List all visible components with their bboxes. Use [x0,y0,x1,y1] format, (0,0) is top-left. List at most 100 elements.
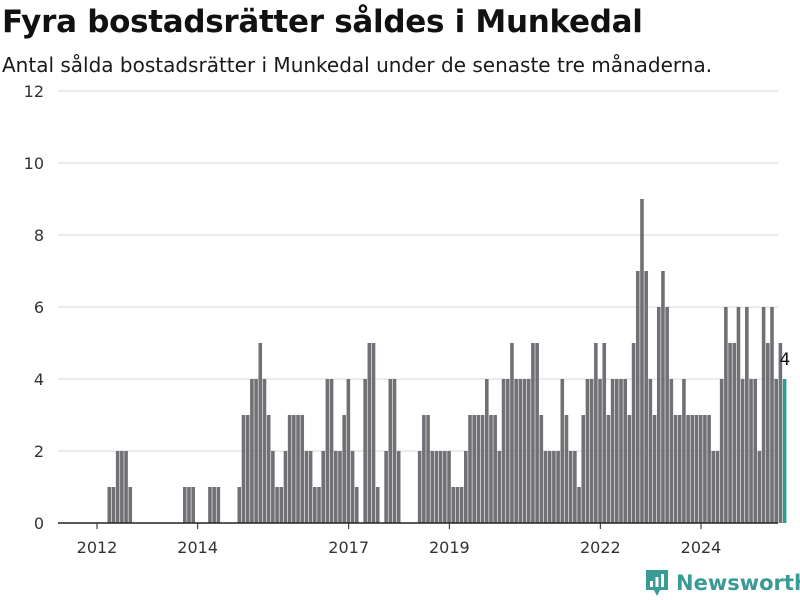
bar [426,415,430,523]
bar [472,415,476,523]
bar [367,343,372,523]
bar [120,451,124,523]
bar [237,487,242,523]
bar [317,487,321,523]
bar [292,415,296,523]
bar [564,415,569,523]
bar [447,451,451,523]
bar [388,379,393,523]
bar [484,379,489,523]
bar [514,379,518,523]
bar [501,379,506,523]
bar [287,415,292,523]
bar [648,379,653,523]
bar [304,451,309,523]
bar [686,415,690,523]
bar [631,343,636,523]
y-axis-ticks: 0 2 4 6 8 10 12 [24,82,44,533]
bar [371,343,376,523]
bar [774,379,778,523]
bar [690,415,695,523]
bar [518,379,523,523]
bar [589,379,594,523]
bar [539,415,544,523]
bar [652,415,657,523]
bar [707,415,711,523]
bar [694,415,699,523]
bar [392,379,397,523]
chart-subtitle: Antal sålda bostadsrätter i Munkedal und… [2,53,713,77]
chart-title: Fyra bostadsrätter såldes i Munkedal [2,4,643,40]
x-tick-label: 2019 [429,538,470,557]
bar [552,451,556,523]
bar [350,451,355,523]
bar [212,487,216,523]
bar [510,343,514,523]
bar [245,415,250,523]
bar [656,307,661,523]
bar [266,415,271,523]
bar [547,451,552,523]
bar [556,451,560,523]
bar [661,271,665,523]
bar [753,379,758,523]
bar [375,487,380,523]
bar [338,451,342,523]
bar [581,415,586,523]
bar [606,415,611,523]
y-tick-label: 6 [34,298,44,317]
bar [640,199,644,523]
bar [736,307,741,523]
bar [615,379,619,523]
y-tick-label: 10 [24,154,44,173]
bar [329,379,334,523]
bar [698,415,703,523]
bar [543,451,548,523]
bar [505,379,510,523]
bar [430,451,435,523]
bar [728,343,732,523]
bar [325,379,330,523]
bar [124,451,128,523]
bar [480,415,485,523]
bar [594,343,598,523]
bar [208,487,212,523]
bar [724,307,728,523]
bar [669,379,674,523]
bar [107,487,112,523]
bar [749,379,753,523]
last-value-label: 4 [779,350,790,370]
x-tick-label: 2024 [681,538,722,557]
bar [766,343,770,523]
bar [476,415,481,523]
x-tick-label: 2012 [77,538,118,557]
bar [682,379,686,523]
bar [497,451,502,523]
bar [703,415,707,523]
bar [732,343,737,523]
bar [187,487,191,523]
bar [333,451,338,523]
bar [258,343,263,523]
bar [300,415,305,523]
annotations: 4 [779,350,790,370]
bar [459,487,464,523]
bar [111,487,116,523]
y-tick-label: 8 [34,226,44,245]
bar [342,415,346,523]
x-axis-ticks: 2012 2014 2017 2019 2022 2024 [77,523,722,557]
bar [296,415,300,523]
bar [115,451,120,523]
bar [711,451,716,523]
bar [635,271,640,523]
bar [346,379,351,523]
bar [526,379,531,523]
bar [623,379,627,523]
bar [757,451,762,523]
bar [321,451,325,523]
bar [417,451,422,523]
brand-name: Newsworthy [676,571,800,595]
bar [468,415,472,523]
bar [610,379,615,523]
bar [262,379,267,523]
